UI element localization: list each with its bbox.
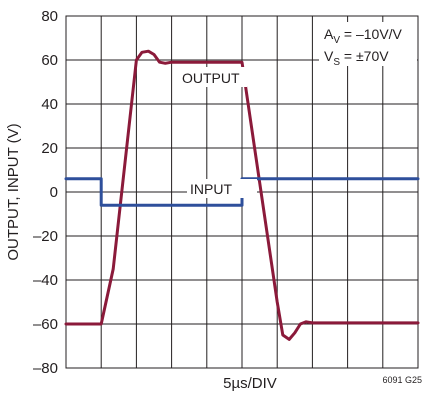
y-tick-label: 60 bbox=[41, 52, 58, 69]
gain-annotation: AV = –10V/V bbox=[324, 26, 403, 46]
supply-prefix: V bbox=[324, 48, 334, 64]
gain-prefix: A bbox=[324, 26, 334, 42]
input-series-label: INPUT bbox=[190, 181, 232, 197]
supply-subscript: S bbox=[333, 57, 340, 68]
y-tick-labels: 80 60 40 20 0 –20 –40 –60 –80 bbox=[33, 8, 58, 377]
y-tick-label: –60 bbox=[33, 316, 58, 333]
x-axis-title: 5µs/DIV bbox=[223, 375, 277, 392]
output-series-line bbox=[64, 49, 420, 341]
y-tick-label: 0 bbox=[50, 184, 58, 201]
output-series-label: OUTPUT bbox=[182, 70, 240, 86]
series-layer bbox=[64, 49, 420, 341]
y-tick-label: 80 bbox=[41, 8, 58, 25]
y-tick-label: –40 bbox=[33, 272, 58, 289]
gain-subscript: V bbox=[333, 35, 340, 46]
supply-annotation: VS = ±70V bbox=[324, 48, 389, 68]
input-label-backing bbox=[187, 179, 257, 198]
y-tick-label: 20 bbox=[41, 140, 58, 157]
gain-value: = –10V/V bbox=[340, 26, 403, 42]
y-tick-label: –80 bbox=[33, 360, 58, 377]
output-label-backing bbox=[179, 67, 247, 87]
input-series-line bbox=[64, 177, 420, 207]
y-axis-title: OUTPUT, INPUT (V) bbox=[5, 123, 22, 260]
y-tick-label: 40 bbox=[41, 96, 58, 113]
figure-id-label: 6091 G25 bbox=[382, 375, 422, 385]
annotation-backing bbox=[319, 22, 417, 66]
supply-value: = ±70V bbox=[340, 48, 389, 64]
y-tick-label: –20 bbox=[33, 228, 58, 245]
